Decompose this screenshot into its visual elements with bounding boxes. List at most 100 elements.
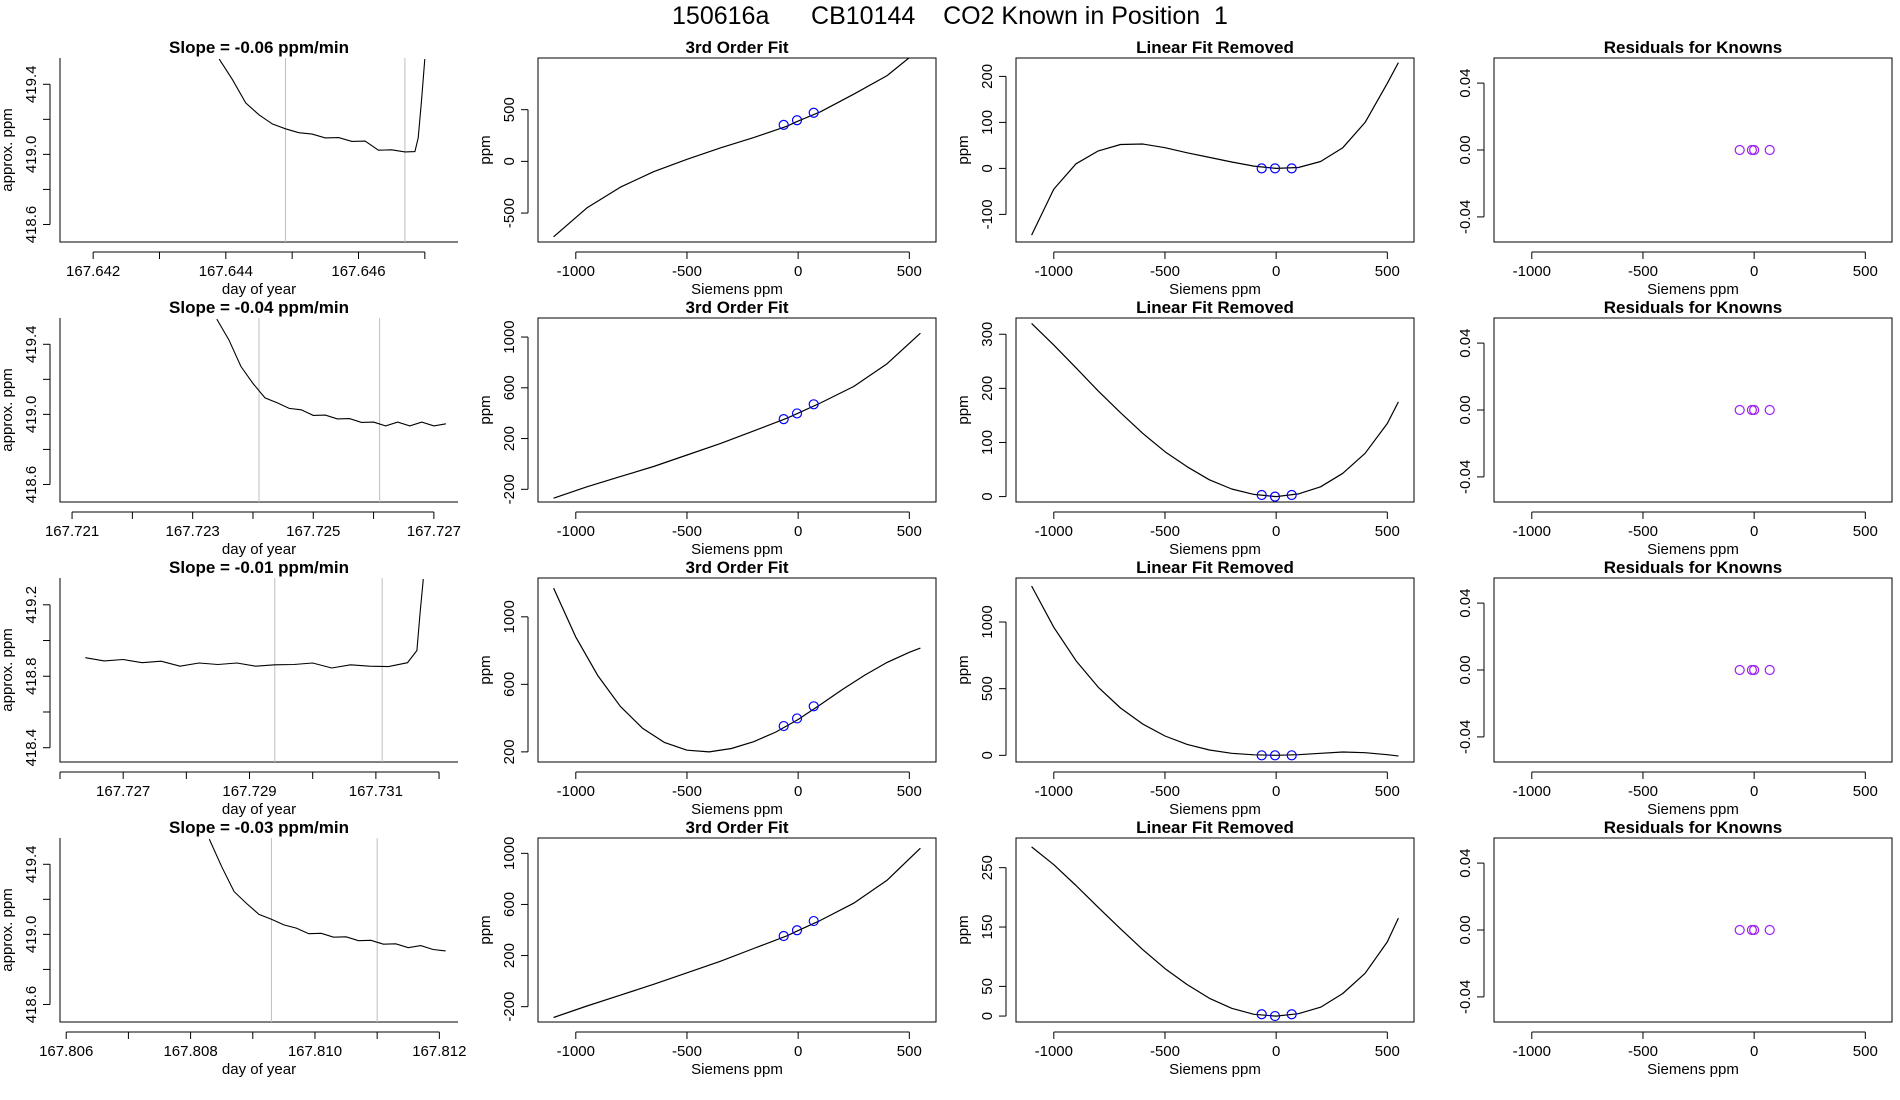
x-axis-label: Siemens ppm <box>1647 1061 1739 1078</box>
x-axis-label: Siemens ppm <box>1169 1061 1261 1078</box>
residual-point <box>1764 404 1775 416</box>
y-tick-label: 419.0 <box>23 916 40 954</box>
y-tick-label: 1000 <box>501 600 518 633</box>
y-tick-label: 418.8 <box>23 657 40 695</box>
x-tick-label: -1000 <box>557 523 595 540</box>
x-tick-label: 0 <box>1750 1043 1758 1060</box>
x-tick-label: 500 <box>897 1043 922 1060</box>
panel-title: Slope = -0.03 ppm/min <box>169 818 349 837</box>
x-tick-label: 500 <box>897 523 922 540</box>
x-axis-label: Siemens ppm <box>1169 281 1261 298</box>
residual-point <box>1764 924 1775 936</box>
y-axis-label: ppm <box>477 915 494 944</box>
y-tick-label: 0.04 <box>1457 848 1474 877</box>
y-tick-label: 100 <box>979 110 996 135</box>
x-tick-label: -1000 <box>1513 523 1551 540</box>
plot-frame <box>1015 317 1415 503</box>
plot-axes <box>59 58 458 243</box>
y-tick-label: 418.6 <box>23 986 40 1024</box>
x-tick-label: 500 <box>1853 1043 1878 1060</box>
x-tick-label: 167.806 <box>39 1043 93 1060</box>
y-tick-label: 200 <box>979 376 996 401</box>
y-tick-label: 418.6 <box>23 466 40 504</box>
known-point <box>1286 1009 1297 1020</box>
x-tick-label: 0 <box>794 263 802 280</box>
x-tick-label: -500 <box>672 523 702 540</box>
x-tick-label: -1000 <box>1035 263 1073 280</box>
x-axis-label: Siemens ppm <box>691 281 783 298</box>
series-line <box>216 318 446 427</box>
residual-point <box>1749 144 1760 156</box>
y-tick-label: 419.0 <box>23 396 40 434</box>
panel-r2c2: 3rd Order Fit -1000 -500 0 500 Siemens ppm -20… <box>477 298 937 558</box>
panel-r4c1: Slope = -0.03 ppm/min 167.806 167.808 167.8… <box>0 818 466 1078</box>
x-tick-label: 0 <box>1272 1043 1280 1060</box>
panel-r3c3: Linear Fit Removed -1000 -500 0 500 Siemens p… <box>955 558 1415 818</box>
y-tick-label: 0.00 <box>1457 135 1474 164</box>
plot-axes <box>59 578 458 763</box>
known-point <box>791 713 803 724</box>
y-tick-label: 419.2 <box>23 586 40 624</box>
y-axis-label: approx. ppm <box>0 108 16 191</box>
plot-frame <box>1015 57 1415 243</box>
panel-r3c4: Residuals for Knowns -1000 -500 0 500 Siemens… <box>1457 558 1893 818</box>
y-tick-label: -200 <box>501 992 518 1022</box>
residual-point <box>1764 144 1775 156</box>
y-axis-label: approx. ppm <box>0 628 16 711</box>
x-axis-label: day of year <box>222 1061 296 1078</box>
y-tick-label: 0.04 <box>1457 328 1474 357</box>
x-axis-label: day of year <box>222 541 296 558</box>
y-tick-label: 1000 <box>501 837 518 870</box>
panel-title: Residuals for Knowns <box>1604 818 1783 837</box>
x-axis-label: Siemens ppm <box>691 541 783 558</box>
y-tick-label: -200 <box>501 474 518 504</box>
x-tick-label: -500 <box>1150 783 1180 800</box>
x-tick-label: -500 <box>1628 523 1658 540</box>
x-tick-label: 167.729 <box>222 783 276 800</box>
panel-title: Linear Fit Removed <box>1136 38 1294 57</box>
known-point <box>1256 750 1267 761</box>
x-tick-label: -500 <box>1150 263 1180 280</box>
known-point <box>808 701 819 712</box>
residual-point <box>1746 144 1758 156</box>
x-tick-label: -500 <box>672 783 702 800</box>
y-tick-label: -500 <box>501 198 518 228</box>
y-tick-label: 419.4 <box>23 846 40 884</box>
x-tick-label: -1000 <box>1513 1043 1551 1060</box>
plot-frame <box>537 317 937 503</box>
panel-r2c4: Residuals for Knowns -1000 -500 0 500 Siemens… <box>1457 298 1893 558</box>
y-tick-label: 0 <box>979 751 996 759</box>
y-tick-label: -0.04 <box>1457 980 1474 1014</box>
x-tick-label: -1000 <box>1035 523 1073 540</box>
y-tick-label: 0 <box>979 164 996 172</box>
x-tick-label: -500 <box>672 1043 702 1060</box>
x-tick-label: 167.727 <box>96 783 150 800</box>
known-point <box>1286 750 1297 761</box>
known-point <box>1269 1010 1281 1022</box>
y-tick-label: 100 <box>979 430 996 455</box>
panel-title: 3rd Order Fit <box>686 38 789 57</box>
y-tick-label: 0.00 <box>1457 655 1474 684</box>
x-axis-label: Siemens ppm <box>1647 281 1739 298</box>
y-tick-label: -0.04 <box>1457 460 1474 494</box>
known-point <box>1256 1009 1267 1020</box>
y-tick-label: 250 <box>979 855 996 880</box>
x-tick-label: 167.727 <box>407 523 461 540</box>
known-point <box>808 107 819 118</box>
x-tick-label: 0 <box>1750 783 1758 800</box>
known-point <box>1256 163 1267 174</box>
y-tick-label: 419.4 <box>23 326 40 364</box>
panel-r3c2: 3rd Order Fit -1000 -500 0 500 Siemens ppm 200… <box>477 558 937 818</box>
known-point <box>808 915 819 927</box>
fit-curve <box>553 587 921 753</box>
panel-title: 3rd Order Fit <box>686 298 789 317</box>
y-tick-label: -0.04 <box>1457 200 1474 234</box>
x-tick-label: 0 <box>794 783 802 800</box>
fit-curve <box>1031 62 1399 236</box>
fit-curve <box>553 847 921 1019</box>
residual-point <box>1734 404 1745 416</box>
x-tick-label: -1000 <box>1035 783 1073 800</box>
known-point <box>1286 489 1297 501</box>
series-line <box>218 58 426 153</box>
